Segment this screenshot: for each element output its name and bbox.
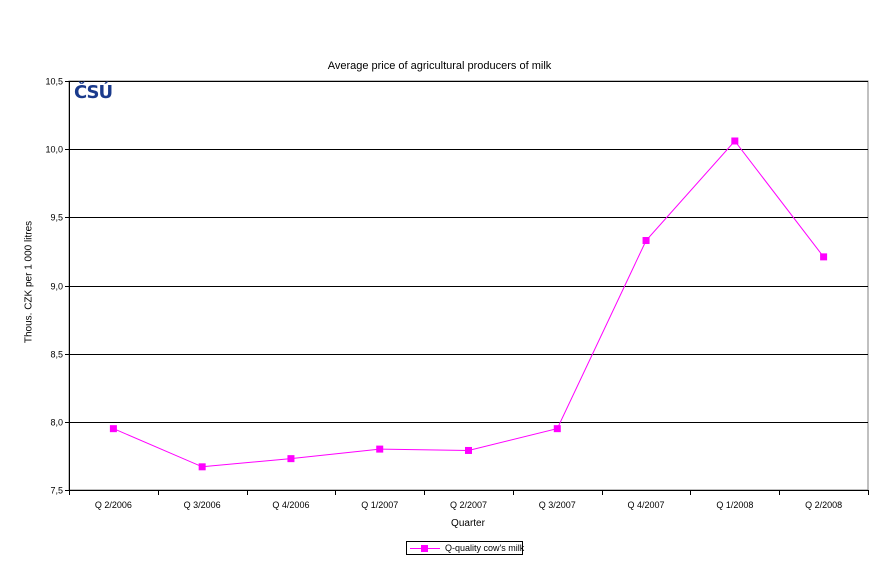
data-point — [642, 237, 650, 245]
x-axis-label: Quarter — [451, 518, 485, 529]
y-tick-label: 9,0 — [50, 282, 63, 292]
legend-entry-label: Q-quality cow's milk — [445, 543, 525, 553]
data-point — [731, 137, 739, 145]
x-tick-label: Q 3/2006 — [184, 500, 221, 510]
x-tick-label: Q 4/2007 — [628, 500, 665, 510]
data-point — [553, 425, 561, 433]
y-tick-label: 7,5 — [50, 486, 63, 496]
x-tick-label: Q 1/2007 — [361, 500, 398, 510]
data-point — [820, 253, 828, 261]
data-point — [465, 446, 472, 454]
csu-logo: ČSÚ — [74, 82, 113, 103]
y-tick-label: 8,0 — [50, 418, 63, 428]
data-point — [376, 445, 384, 453]
chart-title: Average price of agricultural producers … — [327, 60, 552, 72]
data-point — [109, 425, 117, 433]
legend: Q-quality cow's milk — [406, 541, 525, 555]
data-point — [287, 455, 295, 463]
x-tick-label: Q 4/2006 — [272, 500, 309, 510]
y-tick-label: 9,5 — [50, 213, 63, 223]
y-tick-label: 10,0 — [45, 145, 63, 155]
plot-area — [68, 80, 869, 491]
y-tick-label: 10,5 — [45, 77, 63, 87]
y-axis-label: Thous. CZK per 1 000 litres — [23, 220, 35, 344]
x-tick-label: Q 2/2008 — [805, 500, 842, 510]
x-tick-label: Q 2/2006 — [95, 500, 132, 510]
data-point — [198, 463, 206, 471]
y-tick-label: 8,5 — [50, 350, 63, 360]
x-tick-label: Q 3/2007 — [539, 500, 576, 510]
x-tick-label: Q 1/2008 — [716, 500, 753, 510]
legend-marker-swatch — [421, 545, 428, 552]
x-tick-label: Q 2/2007 — [450, 500, 487, 510]
